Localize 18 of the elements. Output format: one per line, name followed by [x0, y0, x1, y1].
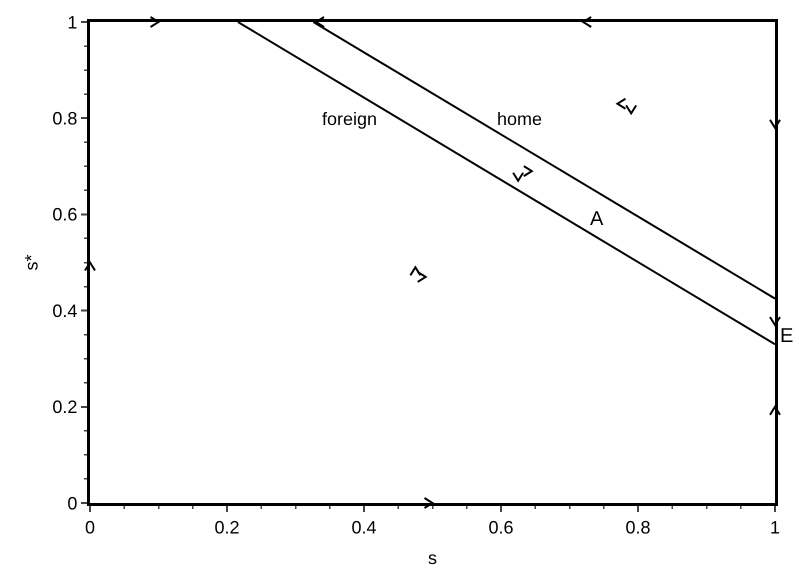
x-tick-label: 0.4	[351, 518, 377, 538]
text: E	[780, 325, 794, 347]
x-tick-label: 0.2	[214, 518, 240, 538]
y-tick-label: 0	[67, 493, 78, 514]
y-tick-label: 0.6	[52, 204, 78, 225]
annotation: A	[590, 208, 604, 230]
x-axis-title: s	[428, 548, 437, 568]
y-tick-label: 1	[67, 12, 78, 32]
y-tick-label: 0.2	[52, 397, 78, 418]
series-label: foreign	[322, 109, 378, 129]
y-axis-title: s*	[22, 254, 42, 271]
y-tick-label: 0.4	[52, 300, 78, 321]
x-tick-label: 0.8	[625, 518, 651, 538]
series-label: home	[497, 109, 542, 129]
x-tick-label: 0	[84, 518, 96, 538]
y-tick-label: 0.8	[52, 108, 78, 128]
x-tick-label: 0.6	[488, 518, 514, 538]
x-tick-label: 1	[770, 518, 780, 538]
